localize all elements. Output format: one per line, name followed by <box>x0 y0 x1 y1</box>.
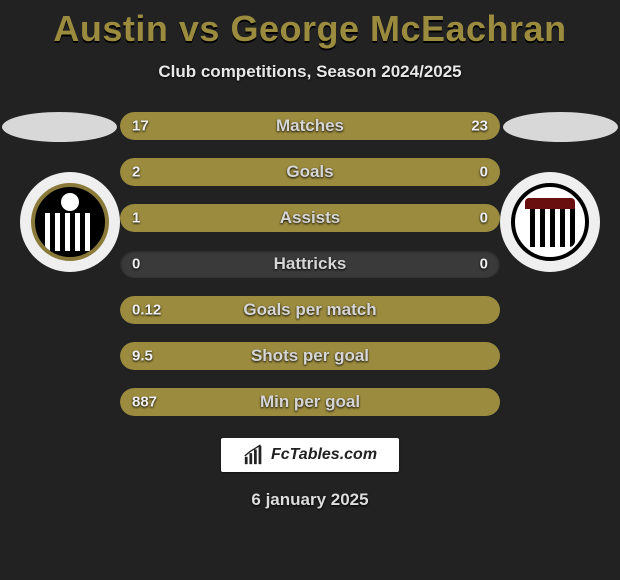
stat-value-left: 0.12 <box>132 302 161 319</box>
shield-top-icon <box>525 198 575 210</box>
club-crest-left <box>20 172 120 272</box>
stripes-icon <box>525 209 575 247</box>
stat-value-right: 0 <box>480 164 488 181</box>
stat-value-right: 23 <box>471 118 488 135</box>
stat-label: Min per goal <box>260 392 360 412</box>
stat-value-left: 1 <box>132 210 140 227</box>
stat-row: 9.5 Shots per goal <box>120 342 500 370</box>
stat-label: Shots per goal <box>251 346 369 366</box>
stat-row: 0.12 Goals per match <box>120 296 500 324</box>
stat-bars: 17 23 Matches 2 0 Goals 1 0 Assists 0 0 Hattricks 0.… <box>120 112 500 416</box>
stat-row: 17 23 Matches <box>120 112 500 140</box>
stat-row: 2 0 Goals <box>120 158 500 186</box>
footer-date: 6 january 2025 <box>0 490 620 510</box>
player-ellipse-left <box>2 112 117 142</box>
page-title: Austin vs George McEachran <box>0 0 620 50</box>
stat-value-right: 0 <box>480 256 488 273</box>
footer-logo[interactable]: FcTables.com <box>221 438 399 472</box>
footer-logo-text: FcTables.com <box>271 446 377 464</box>
stat-value-left: 2 <box>132 164 140 181</box>
stat-value-left: 0 <box>132 256 140 273</box>
stat-value-left: 17 <box>132 118 149 135</box>
subtitle: Club competitions, Season 2024/2025 <box>0 62 620 82</box>
stat-label: Matches <box>276 116 344 136</box>
stat-value-left: 887 <box>132 394 157 411</box>
stat-row: 0 0 Hattricks <box>120 250 500 278</box>
stat-label: Goals <box>286 162 333 182</box>
crest-graphic-right <box>511 183 589 261</box>
stat-row: 1 0 Assists <box>120 204 500 232</box>
crest-graphic-left <box>31 183 109 261</box>
ball-icon <box>61 193 79 211</box>
stat-value-left: 9.5 <box>132 348 153 365</box>
stat-label: Hattricks <box>274 254 347 274</box>
stat-value-right: 0 <box>480 210 488 227</box>
stat-label: Goals per match <box>243 300 376 320</box>
player-ellipse-right <box>503 112 618 142</box>
club-crest-right <box>500 172 600 272</box>
comparison-panel: 17 23 Matches 2 0 Goals 1 0 Assists 0 0 Hattricks 0.… <box>0 112 620 416</box>
stat-row: 887 Min per goal <box>120 388 500 416</box>
chart-icon <box>243 444 265 466</box>
stat-label: Assists <box>280 208 340 228</box>
stripes-icon <box>45 213 95 251</box>
